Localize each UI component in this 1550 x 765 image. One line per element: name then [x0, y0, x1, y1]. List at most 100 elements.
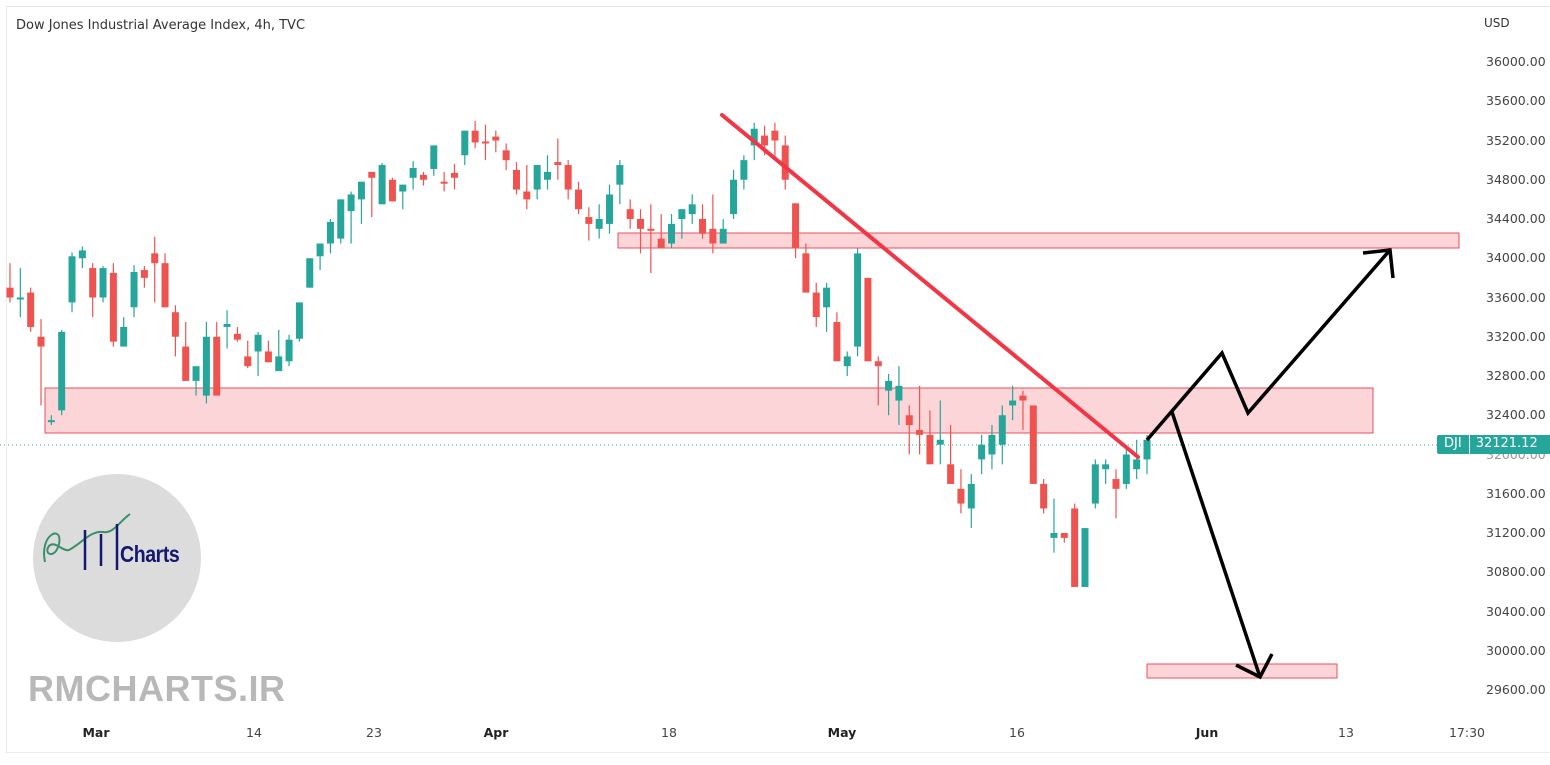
bullish-candle: [47, 420, 55, 423]
price-tick: 30800.00: [1486, 564, 1546, 580]
bullish-candle: [461, 130, 469, 156]
bullish-arrowhead-icon: [1362, 248, 1395, 279]
bearish-candle: [905, 415, 913, 426]
bullish-candle: [120, 326, 128, 347]
price-tick: 35600.00: [1486, 93, 1546, 109]
time-tick: Apr: [483, 725, 509, 740]
bullish-candle: [998, 415, 1006, 445]
bearish-candle: [140, 270, 148, 278]
time-tick: 17:30: [1448, 725, 1486, 740]
bearish-candle: [1071, 508, 1079, 587]
bearish-candle: [792, 203, 800, 249]
bullish-candle: [223, 323, 231, 327]
bearish-candle: [585, 217, 593, 224]
bearish-candle: [833, 322, 841, 362]
bullish-candle: [295, 302, 303, 339]
chart-title: Dow Jones Industrial Average Index, 4h, …: [16, 18, 306, 33]
bullish-candle: [543, 171, 551, 180]
bullish-candle: [1091, 464, 1099, 504]
bullish-candle: [678, 209, 686, 219]
bullish-candle: [854, 253, 862, 347]
bearish-candle: [481, 141, 489, 144]
bullish-candle: [316, 243, 324, 257]
bearish-candle: [812, 292, 820, 318]
bearish-candle: [647, 228, 655, 231]
bullish-candle: [533, 165, 541, 190]
bullish-candle: [99, 268, 107, 298]
bullish-candle: [616, 165, 624, 185]
descending-trendline[interactable]: [720, 113, 1140, 459]
price-tick: 31200.00: [1486, 525, 1546, 540]
bearish-candle: [171, 312, 179, 337]
bearish-candle: [564, 165, 572, 190]
bearish-candle: [213, 336, 221, 396]
price-tick: 33600.00: [1486, 289, 1546, 305]
bullish-candle: [326, 221, 334, 244]
bullish-candle: [688, 204, 696, 215]
time-tick: 18: [661, 725, 677, 740]
bearish-candle: [450, 172, 458, 178]
bearish-candle: [161, 263, 169, 308]
bearish-candle: [761, 135, 769, 146]
bearish-candle: [637, 219, 645, 229]
bullish-projection-arrow[interactable]: [1145, 248, 1392, 442]
bullish-candle: [202, 336, 210, 396]
time-tick: 13: [1338, 725, 1354, 740]
bearish-candle: [957, 488, 965, 504]
bearish-candle: [523, 191, 531, 200]
bearish-candle: [368, 171, 376, 178]
bearish-candle: [182, 346, 190, 381]
bearish-candle: [37, 336, 45, 347]
bullish-candle: [1009, 400, 1017, 406]
bearish-projection-arrow[interactable]: [1170, 411, 1262, 678]
bullish-candle: [936, 439, 944, 445]
bearish-candle: [1019, 395, 1027, 401]
bullish-candle: [719, 228, 727, 244]
bearish-candle: [926, 434, 934, 465]
bullish-candle: [1133, 459, 1141, 470]
bearish-candle: [502, 150, 510, 161]
bearish-candle: [244, 356, 252, 367]
symbol-label: DJI: [1437, 435, 1469, 454]
bearish-candle: [1040, 483, 1048, 509]
bullish-candle: [740, 160, 748, 180]
bearish-candle: [151, 253, 159, 264]
time-tick: Mar: [82, 725, 110, 740]
price-tick: 30400.00: [1486, 603, 1546, 619]
time-tick: 14: [246, 725, 262, 740]
bearish-candle: [1029, 405, 1037, 484]
bullish-candle: [885, 380, 893, 391]
bullish-candle: [285, 339, 293, 362]
bullish-candle: [595, 219, 603, 229]
bullish-candle: [16, 297, 24, 300]
candlestick-series: [6, 120, 1151, 587]
bullish-candle: [730, 179, 738, 215]
price-tick: 29600.00: [1486, 682, 1546, 697]
price-tick: 30000.00: [1486, 642, 1546, 658]
bearish-candle: [657, 238, 665, 249]
bullish-candle: [399, 184, 407, 192]
bearish-candle: [1060, 533, 1068, 538]
bearish-candle: [440, 181, 448, 184]
bullish-candle: [606, 194, 614, 224]
bullish-candle: [1143, 439, 1151, 460]
bullish-candle: [1081, 528, 1089, 587]
rmcharts-logo: [33, 474, 201, 642]
bullish-candle: [895, 385, 903, 401]
time-tick: Jun: [1195, 725, 1219, 740]
bullish-candle: [430, 145, 438, 169]
bullish-candle: [58, 331, 66, 411]
price-tick: 31600.00: [1486, 485, 1546, 501]
bearish-candle: [109, 272, 117, 342]
bearish-candle: [471, 130, 479, 143]
bearish-candle: [771, 130, 779, 141]
bearish-candle: [874, 361, 882, 367]
watermark: RMCHARTS.IR: [28, 668, 286, 709]
bearish-candle: [6, 287, 14, 298]
target-zone[interactable]: [1146, 663, 1338, 679]
support-zone[interactable]: [44, 387, 1374, 434]
bullish-candle: [78, 250, 86, 259]
resistance-zone[interactable]: [617, 232, 1460, 249]
price-tick: 34400.00: [1486, 211, 1546, 226]
